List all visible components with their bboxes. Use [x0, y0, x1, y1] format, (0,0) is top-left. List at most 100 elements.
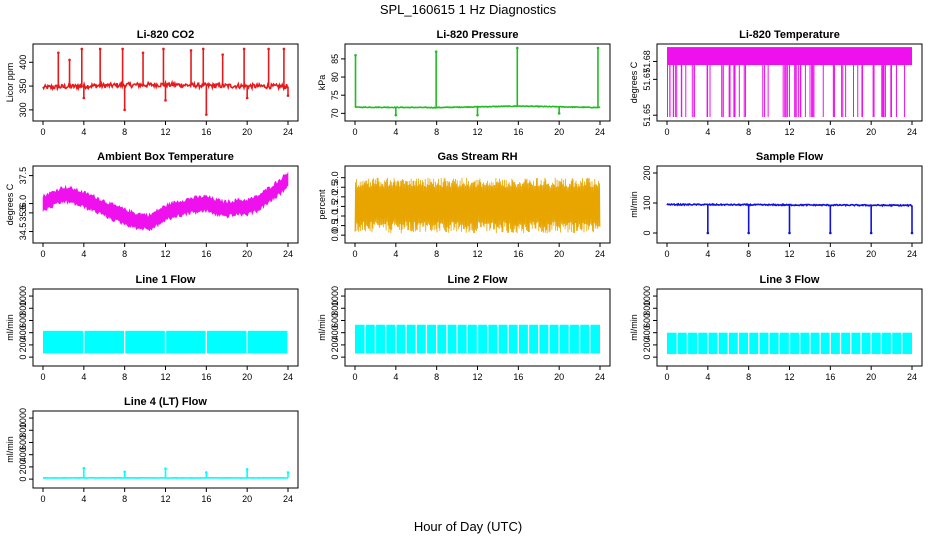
panel-4-ylabel: percent	[317, 189, 327, 220]
panel-1-xtick-label-5: 20	[554, 127, 564, 137]
panel-5-spike-point-3	[829, 231, 832, 235]
panel-3-title: Ambient Box Temperature	[97, 151, 234, 163]
panel-3-ytick-label-3: 37.5	[18, 167, 28, 185]
panel-7-ytick-label-1: 200	[330, 337, 340, 352]
panel-5-xtick-label-5: 20	[866, 249, 876, 259]
panel-3-xtick-label-5: 20	[242, 249, 252, 259]
panel-1-ytick-label-3: 85	[330, 54, 340, 64]
panel-2-ytick-label-1: 51.67	[642, 68, 652, 91]
panel-7-ytick-label-3: 600	[330, 313, 340, 328]
panel-9-ytick-label-2: 400	[18, 447, 28, 462]
panel-0-spike-point-17	[245, 96, 249, 100]
panel-6-xtick-label-4: 16	[201, 372, 211, 382]
panel-8-xtick-label-0: 0	[664, 372, 669, 382]
panel-6-ylabel: ml/min	[5, 314, 15, 341]
panel-2-ylabel: degrees C	[629, 61, 639, 103]
panel-9-xtick-label-0: 0	[40, 494, 45, 504]
panel-7-xtick-label-0: 0	[352, 372, 357, 382]
panel-0-spike-point-16	[205, 113, 208, 116]
panel-0-title: Li-820 CO2	[137, 29, 194, 41]
panel-0-spike-point-2	[80, 47, 84, 51]
panel-4-series	[354, 177, 601, 234]
panel-6-xtick-label-2: 8	[122, 372, 127, 382]
panel-9-ytick-label-5: 1000	[18, 408, 28, 428]
panel-8-ytick-label-5: 1000	[642, 286, 652, 306]
panel-3-ytick-label-0: 34.5	[18, 223, 28, 241]
panel-6-ytick-label-2: 400	[18, 325, 28, 340]
panel-4-xtick-label-2: 8	[434, 249, 439, 259]
panel-7-xtick-label-5: 20	[554, 372, 564, 382]
panel-2-xtick-label-4: 16	[825, 127, 835, 137]
panel-3-xtick-label-1: 4	[81, 249, 86, 259]
panel-6-title: Line 1 Flow	[136, 274, 196, 286]
panel-1-ylabel: kPa	[317, 75, 327, 91]
panel-6-ytick-label-4: 800	[18, 301, 28, 316]
panel-0-spike-point-14	[123, 108, 126, 112]
panel-1-ytick-label-0: 70	[330, 108, 340, 118]
panel-7-series	[355, 323, 600, 355]
panel-0-spike-point-3	[98, 47, 102, 51]
panel-7-ylabel: ml/min	[317, 314, 327, 341]
panel-9-xtick-label-3: 12	[160, 494, 170, 504]
panel-2: Li-820 Temperature 0 4 8 12 16 20 24 51.65 51.675…	[629, 29, 923, 137]
panel-0-spike-point-7	[189, 49, 193, 52]
panel-9-ylabel: ml/min	[5, 436, 15, 463]
panel-7-xtick-label-3: 12	[472, 372, 482, 382]
panel-4-title: Gas Stream RH	[437, 151, 517, 163]
panel-9-spike-point-5	[286, 471, 290, 474]
panel-8-title: Line 3 Flow	[760, 274, 820, 286]
panel-3-ylabel: degrees C	[5, 183, 15, 225]
panel-6-ytick-label-3: 600	[18, 313, 28, 328]
panel-5-xtick-label-4: 16	[825, 249, 835, 259]
panel-1-ytick-label-1: 75	[330, 90, 340, 100]
panel-6-ytick-label-1: 200	[18, 337, 28, 352]
panel-0-spike-point-15	[164, 99, 167, 102]
panel-3-xtick-label-2: 8	[122, 249, 127, 259]
panel-4-ytick-label-4: 2.0	[330, 191, 340, 204]
panel-7-ytick-label-5: 1000	[330, 286, 340, 306]
panel-8-xtick-label-2: 8	[746, 372, 751, 382]
panel-1-spike-point-2	[516, 46, 519, 50]
panel-8: Line 3 Flow 0 4 8 12 16 20 24 0 2004006008001000m…	[629, 274, 923, 382]
panel-0-spike-point-4	[121, 47, 124, 51]
panel-5-xtick-label-3: 12	[784, 249, 794, 259]
panel-2-title: Li-820 Temperature	[739, 29, 840, 41]
panel-1-xtick-label-2: 8	[434, 127, 439, 137]
panel-1-spike-point-5	[476, 113, 479, 117]
panel-2-ytick-label-0: 51.65	[642, 104, 652, 127]
panel-7: Line 2 Flow 0 4 8 12 16 20 24 0 2004006008001000m…	[317, 274, 611, 382]
panel-7-title: Line 2 Flow	[448, 274, 508, 286]
panel-9-xtick-label-4: 16	[201, 494, 211, 504]
panel-0-xtick-label-3: 12	[160, 127, 170, 137]
panel-9-series	[42, 466, 290, 479]
panel-2-band	[667, 47, 912, 66]
panel-5-ytick-label-0: 0	[642, 230, 652, 235]
panel-5-series	[666, 202, 914, 235]
panel-4-ytick-label-0: 0.0	[330, 229, 340, 242]
panel-5-xtick-label-0: 0	[664, 249, 669, 259]
panel-6-xtick-label-6: 24	[283, 372, 293, 382]
panel-2-ytick-label-2: 51.68	[642, 50, 652, 73]
panel-8-xtick-label-5: 20	[866, 372, 876, 382]
panel-2-xtick-label-1: 4	[705, 127, 710, 137]
panel-8-ytick-label-3: 600	[642, 313, 652, 328]
panel-6-xtick-label-0: 0	[40, 372, 45, 382]
panel-0-line	[42, 79, 289, 92]
panel-1-spike-point-1	[434, 50, 438, 53]
panel-0-ytick-label-0: 300	[18, 102, 28, 117]
panel-0-xtick-label-5: 20	[242, 127, 252, 137]
panel-1-xtick-label-1: 4	[393, 127, 398, 137]
panel-6-xtick-label-1: 4	[81, 372, 86, 382]
panel-5-xtick-label-2: 8	[746, 249, 751, 259]
figure-title: SPL_160615 1 Hz Diagnostics	[380, 2, 557, 17]
panel-8-xtick-label-3: 12	[784, 372, 794, 382]
panel-4-xtick-label-3: 12	[472, 249, 482, 259]
panel-5-ylabel: ml/min	[629, 191, 639, 218]
panel-9: Line 4 (LT) Flow 0 4 8 12 16 20 24 0 200400600800…	[5, 396, 299, 504]
panel-7-ytick-label-2: 400	[330, 325, 340, 340]
panel-1-xtick-label-6: 24	[595, 127, 605, 137]
panel-9-ytick-label-3: 600	[18, 435, 28, 450]
